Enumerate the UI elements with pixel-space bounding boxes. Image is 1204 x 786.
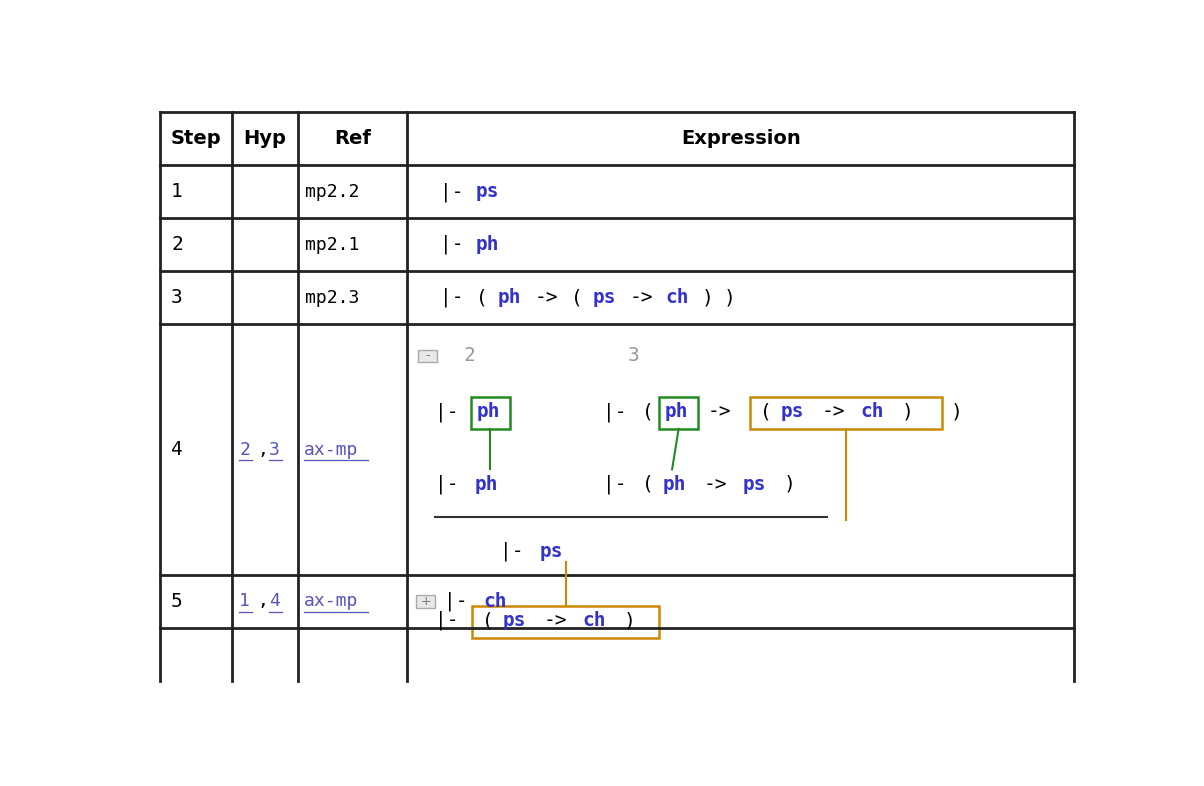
Text: ps: ps: [476, 182, 498, 201]
Bar: [418, 350, 437, 362]
Bar: [471, 398, 509, 429]
Text: ->: ->: [821, 402, 845, 421]
Text: |-: |-: [435, 611, 459, 630]
Text: mp2.1: mp2.1: [306, 236, 360, 254]
Text: (: (: [482, 612, 494, 630]
Text: Expression: Expression: [680, 130, 801, 149]
Text: |-: |-: [603, 402, 626, 421]
Text: |-: |-: [435, 402, 459, 421]
Text: -: -: [425, 349, 430, 362]
Text: |-: |-: [603, 475, 626, 494]
Text: ax-mp: ax-mp: [303, 593, 358, 611]
Text: 2: 2: [464, 346, 474, 365]
Text: 3: 3: [268, 441, 279, 458]
Text: ): ): [724, 288, 736, 307]
Text: 2: 2: [171, 235, 183, 254]
Text: |-: |-: [439, 235, 464, 255]
Bar: [417, 596, 435, 608]
Text: ): ): [951, 402, 963, 421]
Text: 5: 5: [171, 592, 183, 611]
Text: 4: 4: [268, 593, 279, 611]
Text: |-: |-: [444, 592, 468, 612]
Text: 3: 3: [628, 346, 641, 365]
Text: Ref: Ref: [334, 130, 371, 149]
Text: +: +: [420, 595, 431, 608]
Text: ): ): [902, 402, 914, 421]
Text: ): ): [702, 288, 714, 307]
Text: mp2.3: mp2.3: [306, 288, 360, 307]
Text: ph: ph: [662, 475, 686, 494]
Text: ch: ch: [484, 592, 507, 611]
Text: ): ): [624, 612, 636, 630]
Text: ps: ps: [780, 402, 804, 421]
Text: 1: 1: [171, 182, 183, 201]
Text: ph: ph: [665, 402, 689, 421]
Text: ->: ->: [630, 288, 653, 307]
Text: ph: ph: [498, 288, 521, 307]
Text: |-: |-: [501, 542, 524, 561]
Text: (: (: [571, 288, 583, 307]
Text: ->: ->: [535, 288, 557, 307]
Text: (: (: [642, 402, 654, 421]
Text: ps: ps: [743, 475, 767, 494]
Text: ): ): [784, 475, 796, 494]
Text: ->: ->: [704, 475, 727, 494]
Text: ,: ,: [258, 441, 268, 458]
Text: (: (: [760, 402, 772, 421]
Text: ps: ps: [539, 542, 563, 560]
Text: ch: ch: [666, 288, 689, 307]
Text: |-: |-: [439, 288, 464, 307]
Bar: [750, 398, 942, 429]
Text: ch: ch: [583, 612, 606, 630]
Text: ax-mp: ax-mp: [303, 441, 358, 458]
Text: ,: ,: [258, 593, 268, 611]
Text: 4: 4: [171, 440, 183, 459]
Text: Hyp: Hyp: [243, 130, 287, 149]
Text: ps: ps: [502, 612, 526, 630]
Text: mp2.2: mp2.2: [306, 183, 360, 201]
Text: Step: Step: [171, 130, 222, 149]
Text: ch: ch: [861, 402, 884, 421]
Bar: [659, 398, 698, 429]
Bar: [472, 606, 659, 637]
Text: |-: |-: [439, 182, 464, 201]
Text: (: (: [476, 288, 488, 307]
Text: ps: ps: [592, 288, 616, 307]
Text: 1: 1: [240, 593, 250, 611]
Text: (: (: [642, 475, 654, 494]
Text: ph: ph: [476, 235, 498, 254]
Text: ->: ->: [708, 402, 731, 421]
Text: 3: 3: [171, 288, 183, 307]
Text: 2: 2: [240, 441, 250, 458]
Text: |-: |-: [435, 475, 459, 494]
Text: ->: ->: [543, 612, 567, 630]
Text: ph: ph: [474, 475, 497, 494]
Text: ph: ph: [476, 402, 500, 421]
